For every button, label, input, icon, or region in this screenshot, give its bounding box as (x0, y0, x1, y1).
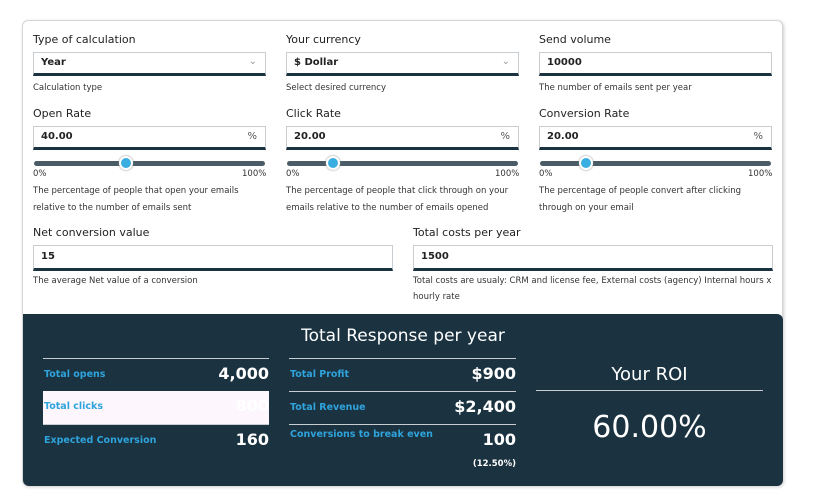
percent-suffix: % (500, 131, 510, 142)
click-rate-min: 0% (286, 169, 300, 179)
total-costs-input[interactable]: 1500 (413, 245, 773, 271)
open-rate-help-line2: relative to the number of emails sent (33, 203, 192, 213)
net-conversion-value: 15 (41, 251, 55, 262)
chevron-down-icon: ⌄ (248, 56, 257, 67)
send-volume-help: The number of emails sent per year (539, 83, 692, 93)
conversion-rate-max: 100% (748, 169, 773, 179)
result-value: $2,400 (454, 397, 516, 416)
result-row-total-revenue: Total Revenue $2,400 (289, 391, 516, 424)
chevron-down-icon: ⌄ (501, 56, 510, 67)
conversion-rate-help-line2: through on your email (539, 203, 634, 213)
click-rate-slider[interactable] (287, 156, 518, 170)
percent-suffix: % (753, 131, 763, 142)
calc-type-value: Year (41, 57, 66, 68)
result-label: Total clicks (44, 401, 104, 412)
open-rate-slider[interactable] (34, 156, 265, 170)
result-value: 160 (235, 430, 269, 449)
roi-label: Your ROI (536, 364, 763, 391)
result-label: Conversions to break even (290, 429, 433, 440)
click-rate-help-line2: emails relative to the number of emails … (286, 203, 489, 213)
result-label: Total Profit (290, 369, 350, 380)
click-rate-label: Click Rate (286, 107, 341, 120)
net-conversion-help: The average Net value of a conversion (33, 276, 198, 286)
total-costs-help: Total costs are usualy: CRM and license … (413, 273, 771, 305)
conversion-rate-value: 20.00 (547, 131, 579, 142)
click-rate-value: 20.00 (294, 131, 326, 142)
open-rate-max: 100% (242, 169, 267, 179)
result-row-expected-conversion: Expected Conversion 160 (43, 424, 269, 457)
conversion-rate-label: Conversion Rate (539, 107, 630, 120)
result-value: 800 (235, 396, 269, 415)
send-volume-input[interactable]: 10000 (539, 52, 772, 76)
click-rate-slider-thumb[interactable] (326, 156, 341, 170)
open-rate-slider-thumb[interactable] (119, 156, 134, 170)
send-volume-label: Send volume (539, 33, 611, 46)
currency-label: Your currency (286, 33, 361, 46)
result-row-total-profit: Total Profit $900 (289, 358, 516, 391)
conversion-rate-min: 0% (539, 169, 553, 179)
open-rate-value: 40.00 (41, 131, 73, 142)
result-value: $900 (471, 364, 516, 383)
total-costs-value: 1500 (421, 251, 449, 262)
net-conversion-input[interactable]: 15 (33, 245, 393, 271)
result-value: 100 (482, 430, 516, 449)
result-label: Total opens (44, 369, 106, 380)
conversion-rate-slider[interactable] (540, 156, 771, 170)
conversion-rate-slider-thumb[interactable] (579, 156, 594, 170)
total-costs-help-line1: Total costs are usualy: CRM and license … (413, 276, 772, 286)
open-rate-help-line1: The percentage of people that open your … (33, 186, 239, 196)
roi-value: 60.00% (592, 410, 707, 445)
percent-suffix: % (247, 131, 257, 142)
result-label: Expected Conversion (44, 435, 157, 446)
click-rate-max: 100% (495, 169, 520, 179)
results-panel: Total Response per year Total opens 4,000… (23, 314, 783, 486)
conversion-rate-input[interactable]: 20.00% (539, 126, 772, 150)
calc-type-select[interactable]: Year ⌄ (33, 52, 266, 76)
calc-type-help: Calculation type (33, 83, 103, 93)
result-label: Total Revenue (290, 402, 366, 413)
open-rate-label: Open Rate (33, 107, 92, 120)
open-rate-input[interactable]: 40.00% (33, 126, 266, 150)
click-rate-help-line1: The percentage of people that click thro… (286, 186, 509, 196)
currency-value: $ Dollar (294, 57, 339, 68)
result-row-break-even: Conversions to break even 100 (12.50%) (289, 424, 516, 474)
click-rate-input[interactable]: 20.00% (286, 126, 519, 150)
total-costs-help-line2: hourly rate (413, 292, 460, 302)
conversion-rate-help: The percentage of people convert after c… (539, 183, 741, 217)
result-row-total-clicks: Total clicks 800 (43, 391, 269, 424)
send-volume-value: 10000 (547, 57, 582, 68)
net-conversion-label: Net conversion value (33, 226, 150, 239)
currency-help: Select desired currency (286, 83, 387, 93)
click-rate-help: The percentage of people that click thro… (286, 183, 508, 217)
total-costs-label: Total costs per year (413, 226, 521, 239)
currency-select[interactable]: $ Dollar ⌄ (286, 52, 519, 76)
conversion-rate-help-line1: The percentage of people convert after c… (539, 186, 742, 196)
calc-type-label: Type of calculation (33, 33, 136, 46)
result-row-total-opens: Total opens 4,000 (43, 358, 269, 391)
open-rate-help: The percentage of people that open your … (33, 183, 239, 217)
open-rate-min: 0% (33, 169, 47, 179)
results-title: Total Response per year (301, 326, 505, 346)
result-value: 4,000 (218, 364, 269, 383)
break-even-percent: (12.50%) (472, 459, 516, 469)
